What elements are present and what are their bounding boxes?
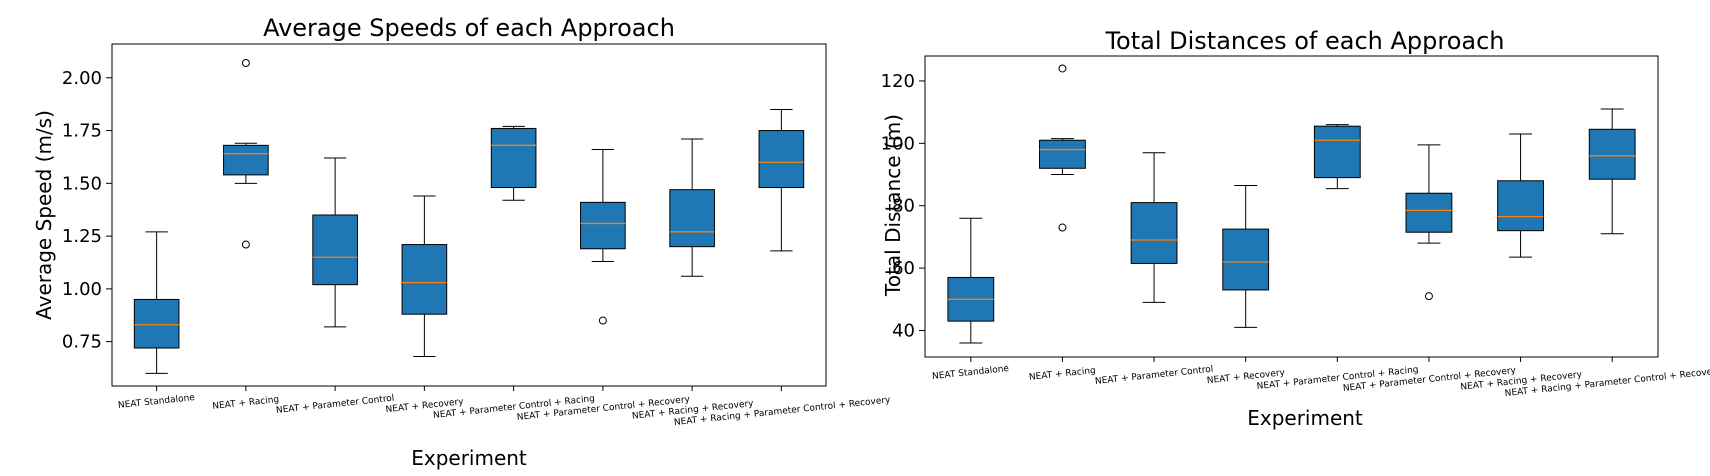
- distance-chart-marks: 40 60 80 100 120 NEAT Standalone NEAT + Racing…: [881, 64, 1710, 399]
- speed-ytick-label: 1.50: [62, 173, 102, 194]
- distance-box: [1588, 128, 1636, 180]
- distance-xtick-label: NEAT Standalone: [932, 364, 1010, 382]
- speed-box: [401, 244, 448, 315]
- distance-chart-ylabel: Total Distance (m): [881, 114, 905, 297]
- distance-xtick-label: NEAT + Racing: [1028, 366, 1096, 383]
- speed-box: [758, 130, 805, 189]
- distance-box: [1497, 180, 1544, 232]
- speed-box: [133, 298, 180, 349]
- speed-outlier-point: [241, 59, 250, 67]
- speed-chart-ylabel: Average Speed (m/s): [32, 110, 56, 320]
- distance-ytick-label: 100: [881, 133, 915, 154]
- speed-outlier-point: [241, 240, 250, 249]
- speed-outlier-point: [598, 316, 607, 325]
- distance-ytick-label: 40: [892, 320, 915, 341]
- speed-chart-marks: 0.75 1.00 1.25 1.50 1.75 2.00 NEAT Standalone N…: [62, 59, 892, 428]
- distance-box: [1405, 192, 1453, 233]
- speed-ytick-label: 1.25: [62, 226, 102, 247]
- speed-chart: Average Speeds of each Approach Experime…: [32, 14, 892, 470]
- speed-chart-xlabel: Experiment: [411, 446, 527, 470]
- distance-chart-plot-frame: [924, 55, 1659, 358]
- speed-chart-plot-frame: [111, 43, 827, 387]
- distance-ytick-label: 80: [892, 196, 915, 217]
- speed-ytick-label: 1.00: [62, 279, 102, 300]
- speed-ytick-label: 0.75: [62, 332, 102, 353]
- distance-box: [1313, 125, 1361, 179]
- distance-box: [1222, 228, 1270, 291]
- distance-ytick-label: 120: [881, 71, 915, 92]
- speed-box: [490, 127, 537, 189]
- distance-box: [1039, 139, 1086, 169]
- speed-box: [223, 144, 269, 176]
- speed-chart-title: Average Speeds of each Approach: [263, 14, 675, 42]
- speed-xtick-label: NEAT + Racing: [212, 395, 280, 412]
- distance-outlier-point: [1424, 292, 1433, 301]
- speed-xtick-label: NEAT + Parameter Control: [276, 394, 395, 416]
- speed-box: [669, 189, 715, 248]
- speed-ytick-label: 1.75: [62, 121, 102, 142]
- distance-ytick-label: 60: [892, 258, 915, 279]
- distance-chart-xlabel: Experiment: [1247, 406, 1363, 430]
- speed-ytick-label: 2.00: [62, 68, 102, 89]
- distance-box: [1130, 202, 1178, 264]
- distance-xtick-label: NEAT + Parameter Control: [1095, 365, 1214, 387]
- distance-outlier-point: [1058, 223, 1067, 232]
- speed-box: [312, 214, 358, 286]
- distance-chart: Total Distances of each Approach Experim…: [881, 27, 1710, 430]
- speed-box: [580, 201, 626, 250]
- distance-chart-title: Total Distances of each Approach: [1104, 27, 1504, 55]
- speed-xtick-label: NEAT Standalone: [118, 393, 196, 411]
- distance-outlier-point: [1058, 64, 1067, 73]
